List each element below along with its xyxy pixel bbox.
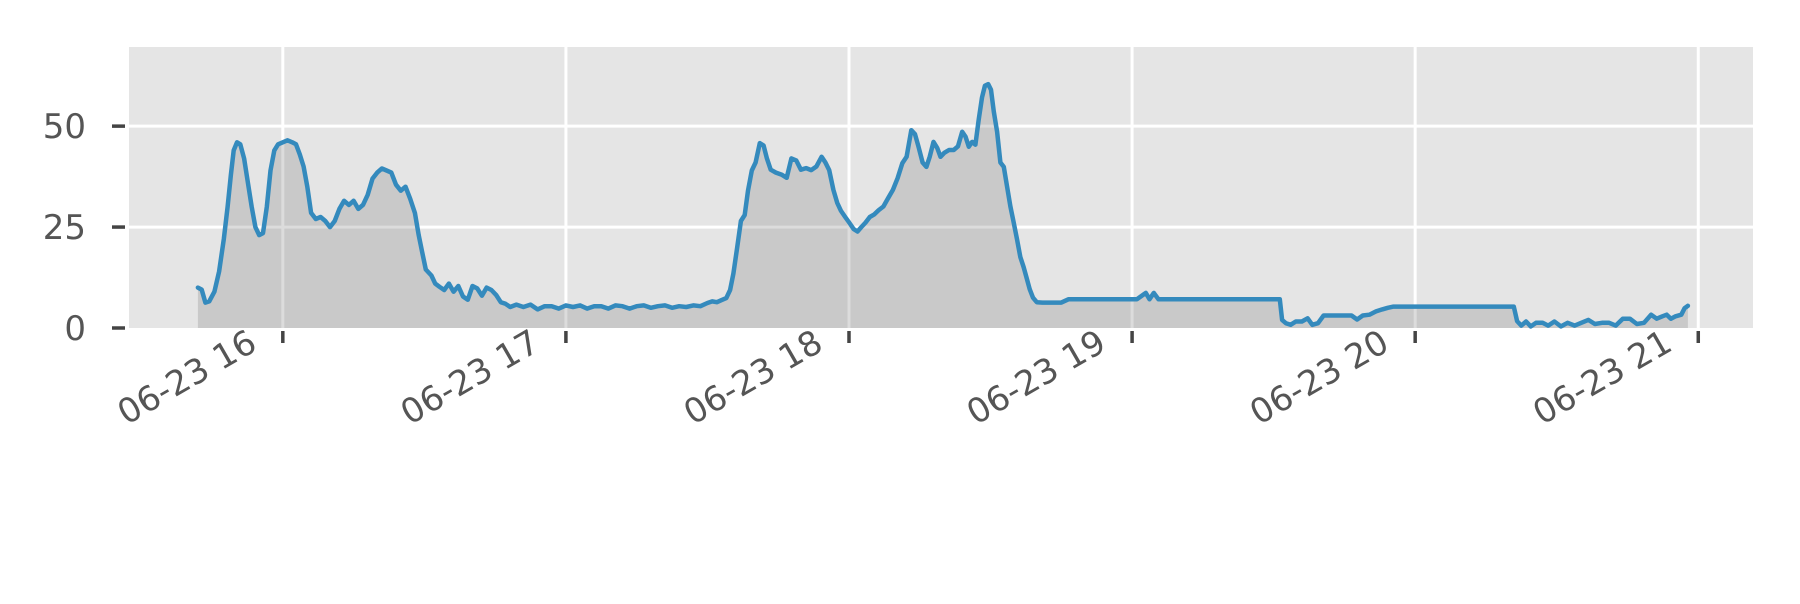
- x-tick-label: 06-23 17: [394, 322, 546, 433]
- y-tick-label: 25: [43, 208, 86, 248]
- series-line: [195, 81, 1691, 329]
- x-tick-label: 06-23 20: [1243, 322, 1395, 433]
- x-tick-label: 06-23 18: [677, 322, 829, 433]
- y-tick-label: 50: [43, 107, 86, 147]
- x-tick-label: 06-23 21: [1526, 322, 1678, 433]
- x-tick-label: 06-23 19: [960, 322, 1112, 433]
- x-tick-label: 06-23 16: [111, 322, 263, 433]
- y-tick-label: 0: [64, 309, 86, 349]
- area-fill: [197, 84, 1688, 328]
